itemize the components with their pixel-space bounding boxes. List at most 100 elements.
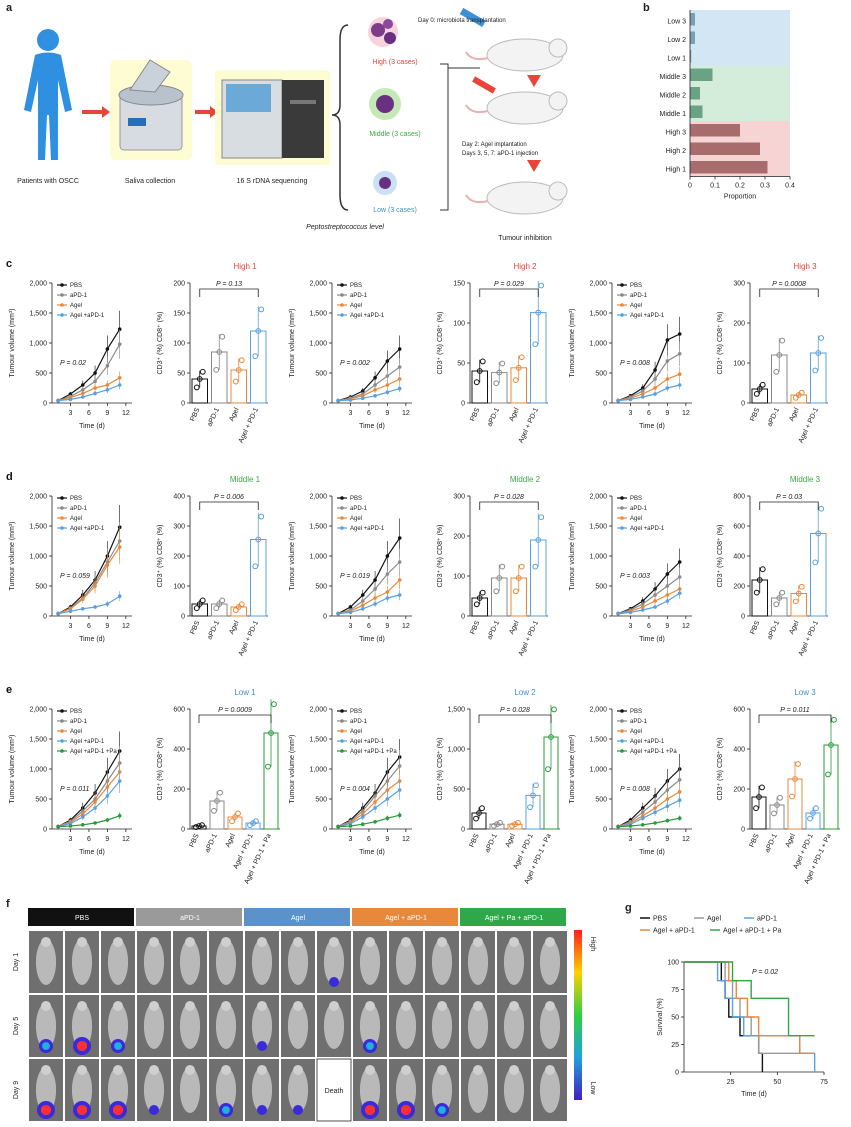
- y-axis-label: Tumour volume (mm³): [289, 735, 296, 804]
- x-tick-label: 9: [385, 836, 389, 843]
- x-tick-label: 3: [69, 410, 73, 417]
- cd-point: [798, 583, 805, 590]
- cd-point: [235, 367, 242, 373]
- mouse-head-icon: [365, 1001, 375, 1011]
- growth-point-agel_apd1: [677, 383, 682, 387]
- mouse-body-icon: [467, 938, 489, 986]
- colour-scale: [574, 930, 582, 1100]
- growth-line-apd1: [617, 576, 681, 615]
- growth-point-agel_apd1: [397, 386, 402, 391]
- growth-point-agel_apd1: [360, 396, 365, 400]
- growth-point-agel_apd1: [640, 395, 645, 399]
- level-label: Peptostreptococcus level: [306, 224, 384, 231]
- x-tick-label: 3: [69, 623, 73, 630]
- y-tick-label: 1,500: [29, 524, 47, 531]
- signal-core: [438, 1106, 446, 1114]
- growth-point-agel_apd1: [665, 386, 670, 390]
- y-tick-label: 1,000: [589, 341, 607, 348]
- cd-point: [493, 588, 500, 595]
- cd-point: [779, 337, 786, 344]
- legend-marker: [60, 496, 64, 500]
- mouse-body-icon: [179, 1002, 201, 1050]
- growth-point-agel_apd1: [360, 815, 365, 819]
- growth-point-agel_apd1: [640, 816, 645, 820]
- mouse-body-icon: [539, 938, 561, 986]
- group-title: Middle 3: [790, 475, 821, 484]
- legend-label-agel_apd1: Agel +aPD-1: [70, 526, 105, 532]
- legend-label-agel: Agel: [630, 516, 642, 522]
- category-label: Agel: [225, 832, 237, 848]
- y-tick-label: 300: [453, 494, 465, 501]
- growth-point-agel_apd1: [117, 594, 122, 598]
- y-tick-label: 500: [315, 797, 327, 804]
- growth-point-apd1: [360, 599, 365, 603]
- growth-p-value: P = 0.011: [60, 786, 89, 793]
- x-tick-label: 6: [87, 836, 91, 843]
- cd-point: [545, 766, 551, 773]
- mouse-head-icon: [113, 1065, 123, 1075]
- legend-marker: [340, 313, 344, 317]
- x-axis-label: Time (d): [639, 636, 665, 643]
- growth-point-apd1: [640, 602, 645, 606]
- growth-line-pbs: [337, 348, 401, 402]
- growth-line-pbs: [57, 750, 121, 828]
- arrow-down-icon: [527, 160, 541, 172]
- y-tick-label: 500: [453, 787, 465, 794]
- survival-curve-pa: [684, 961, 815, 1037]
- growth-point-agel: [640, 392, 645, 396]
- cd-point: [479, 358, 486, 365]
- x-axis-label: Time (d): [359, 849, 385, 856]
- category-label: Agel + PD-1: [798, 407, 820, 444]
- growth-line-agel: [57, 771, 121, 828]
- growth-point-pbs: [653, 368, 657, 372]
- signal-core: [76, 1104, 88, 1116]
- mouse-head-icon: [257, 937, 267, 947]
- growth-point-agel_apd1: [105, 602, 110, 606]
- mouse-body-icon: [467, 1066, 489, 1114]
- mouse-head-icon: [185, 1001, 195, 1011]
- category-label: Middle 3: [660, 74, 687, 81]
- growth-point-pbs: [665, 338, 670, 342]
- cd-point: [199, 822, 205, 829]
- growth-point-pbs: [677, 332, 682, 336]
- x-axis-label: Time (d): [79, 849, 105, 856]
- y-tick-label: 300: [733, 281, 745, 288]
- cd-point: [196, 376, 203, 382]
- signal-core: [259, 1043, 265, 1049]
- legend-marker: [60, 749, 64, 753]
- y-tick-label: 300: [173, 524, 185, 531]
- legend-marker: [620, 313, 624, 317]
- cd-point: [795, 761, 801, 767]
- cd-point: [232, 814, 238, 820]
- growth-point-agel_apd1: [56, 398, 60, 403]
- cd-point: [252, 563, 259, 570]
- y-axis-label: Tumour volume (mm³): [9, 522, 16, 591]
- cd-point: [792, 394, 799, 401]
- mouse-head-icon: [77, 937, 87, 947]
- cd-point: [753, 589, 760, 596]
- category-label: PBS: [749, 620, 761, 636]
- legend-marker: [60, 526, 64, 530]
- proportion-bar: [690, 124, 740, 137]
- y-tick-label: 1,000: [447, 747, 465, 754]
- cd-point: [533, 782, 539, 789]
- mouse-head-icon: [401, 937, 411, 947]
- y-axis-label: CD3⁺ (%) CD8⁺ (%): [157, 737, 164, 800]
- growth-point-agel_apd1: [665, 599, 670, 603]
- cd-point: [196, 601, 203, 607]
- y-tick-label: 0: [675, 1070, 679, 1077]
- signal-core: [151, 1107, 157, 1113]
- group-header: [28, 908, 134, 926]
- y-tick-label: 400: [173, 494, 185, 501]
- growth-point-pbs: [105, 347, 110, 351]
- growth-point-agel_apd1: [80, 607, 85, 611]
- mouse-body-icon: [215, 1002, 237, 1050]
- group-header: [460, 908, 566, 926]
- mouse-head-icon: [293, 1065, 303, 1075]
- cd-point: [217, 789, 223, 796]
- growth-point-agel: [105, 383, 110, 387]
- legend-marker: [620, 749, 624, 753]
- category-label: Agel + PD-1: [238, 620, 260, 657]
- x-tick-label: 6: [367, 836, 371, 843]
- bracket: [331, 24, 349, 211]
